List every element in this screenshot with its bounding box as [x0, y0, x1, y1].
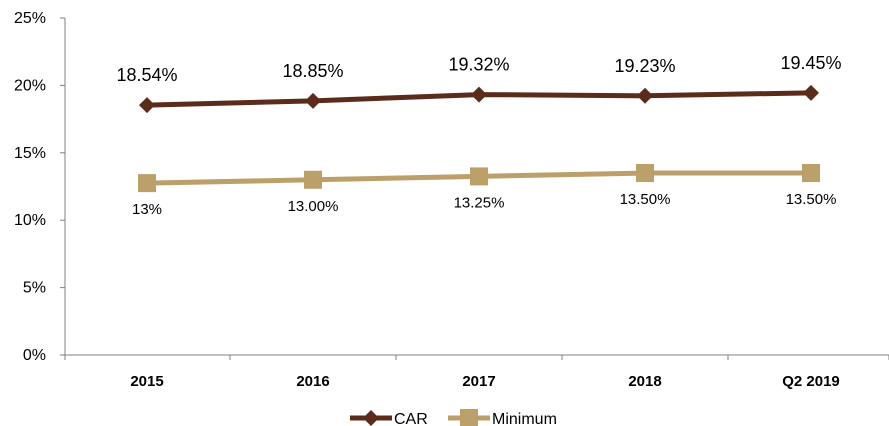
data-label-car: 18.85%: [282, 61, 343, 81]
data-label-minimum: 13.50%: [620, 191, 671, 208]
data-point-car: [803, 84, 819, 101]
axes: [64, 18, 889, 356]
series-layer: [138, 84, 820, 193]
data-point-minimum: [636, 164, 654, 183]
data-label-car: 18.54%: [116, 65, 177, 85]
series-car: [139, 84, 819, 114]
x-tick-label: 2015: [130, 373, 163, 390]
x-tick-label: Q2 2019: [782, 373, 840, 390]
data-label-minimum: 13.00%: [288, 198, 339, 215]
data-label-car: 19.45%: [780, 53, 841, 73]
y-tick-label: 20%: [14, 77, 46, 94]
data-point-car: [471, 86, 487, 103]
data-label-car: 19.23%: [614, 56, 675, 76]
legend-item-minimum: Minimum: [448, 409, 557, 426]
data-point-car: [637, 87, 653, 104]
y-tick-label: 5%: [23, 280, 46, 297]
data-point-minimum: [802, 164, 820, 183]
x-tick-label: 2016: [296, 373, 329, 390]
data-label-minimum: 13.50%: [786, 191, 837, 208]
legend-label: CAR: [394, 411, 428, 426]
data-point-minimum: [304, 170, 322, 189]
data-labels: 18.54% 18.85% 19.32% 19.23% 19.45% 13% 13.00% 1…: [116, 53, 841, 218]
x-axis-ticks: 2015 2016 2017 2018 Q2 2019: [64, 355, 889, 390]
legend: CAR Minimum: [350, 409, 557, 426]
series-minimum: [138, 164, 820, 193]
x-tick-label: 2017: [462, 373, 495, 390]
legend-item-car: CAR: [350, 410, 428, 426]
y-tick-label: 25%: [14, 10, 46, 27]
data-label-car: 19.32%: [448, 55, 509, 75]
data-point-minimum: [470, 167, 488, 186]
data-point-minimum: [138, 174, 156, 193]
legend-marker: [460, 409, 478, 426]
y-tick-label: 10%: [14, 212, 46, 229]
y-tick-label: 15%: [14, 145, 46, 162]
data-label-minimum: 13.25%: [454, 194, 505, 211]
data-point-car: [305, 92, 321, 109]
x-tick-label: 2018: [628, 373, 661, 390]
data-point-car: [139, 97, 155, 114]
data-label-minimum: 13%: [132, 201, 162, 218]
y-axis-ticks: 0% 5% 10% 15% 20% 25%: [14, 10, 65, 364]
legend-marker: [363, 410, 379, 426]
legend-label: Minimum: [492, 411, 557, 426]
y-tick-label: 0%: [23, 347, 46, 364]
